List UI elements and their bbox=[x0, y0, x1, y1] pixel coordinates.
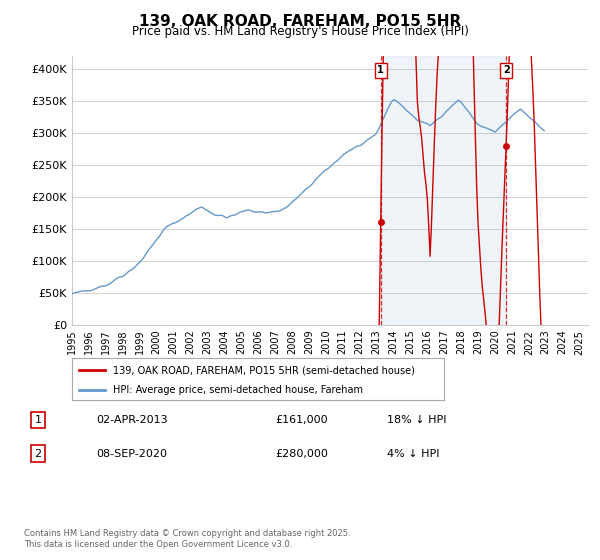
Text: 139, OAK ROAD, FAREHAM, PO15 5HR (semi-detached house): 139, OAK ROAD, FAREHAM, PO15 5HR (semi-d… bbox=[113, 365, 415, 375]
Text: Price paid vs. HM Land Registry's House Price Index (HPI): Price paid vs. HM Land Registry's House … bbox=[131, 25, 469, 38]
Text: HPI: Average price, semi-detached house, Fareham: HPI: Average price, semi-detached house,… bbox=[113, 385, 363, 395]
Text: Contains HM Land Registry data © Crown copyright and database right 2025.
This d: Contains HM Land Registry data © Crown c… bbox=[24, 529, 350, 549]
Text: 08-SEP-2020: 08-SEP-2020 bbox=[97, 449, 167, 459]
Text: £280,000: £280,000 bbox=[275, 449, 328, 459]
Text: 2: 2 bbox=[503, 65, 509, 75]
Text: 18% ↓ HPI: 18% ↓ HPI bbox=[387, 415, 446, 425]
Text: 139, OAK ROAD, FAREHAM, PO15 5HR: 139, OAK ROAD, FAREHAM, PO15 5HR bbox=[139, 14, 461, 29]
Text: 1: 1 bbox=[377, 65, 384, 75]
Text: £161,000: £161,000 bbox=[275, 415, 328, 425]
Text: 4% ↓ HPI: 4% ↓ HPI bbox=[387, 449, 439, 459]
Text: 1: 1 bbox=[34, 415, 41, 425]
Text: 2: 2 bbox=[34, 449, 41, 459]
Bar bbox=[381, 56, 506, 325]
Text: 02-APR-2013: 02-APR-2013 bbox=[97, 415, 168, 425]
